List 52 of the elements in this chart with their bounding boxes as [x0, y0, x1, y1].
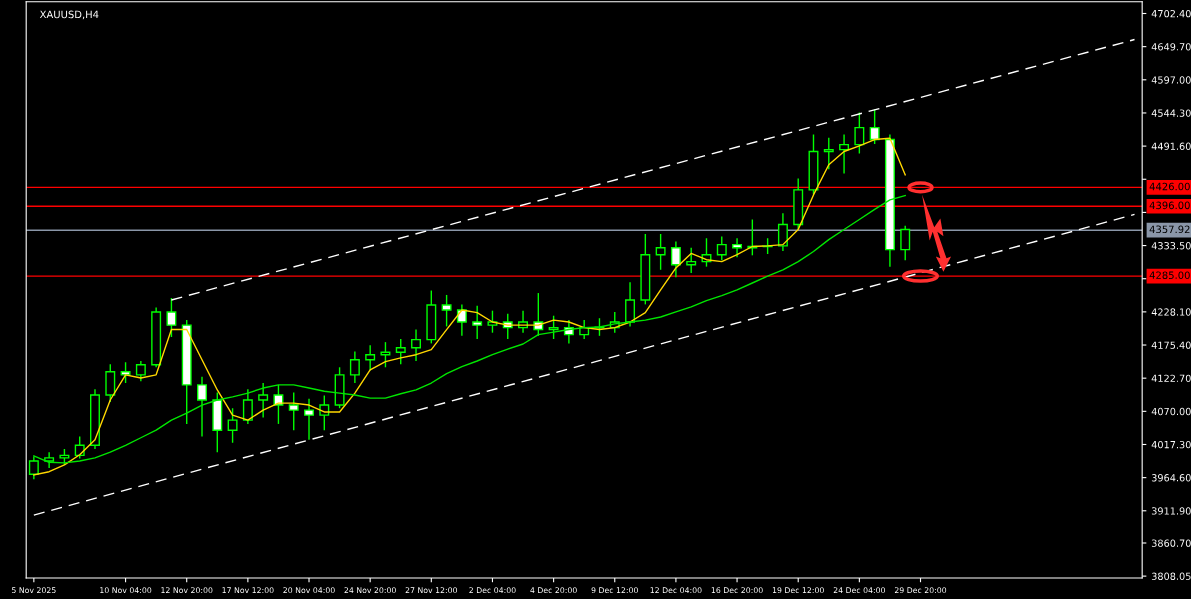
- ref-line-label: 4285.00: [1149, 271, 1190, 279]
- candlestick: [44, 451, 55, 469]
- y-tick-label: 3860.70: [1151, 539, 1191, 547]
- candlestick: [135, 360, 146, 382]
- text: XAUUSD,H4: [39, 10, 99, 20]
- candlestick: [716, 235, 727, 262]
- candlestick: [258, 382, 269, 419]
- candlestick: [288, 391, 299, 431]
- y-tick-label: 4017.30: [1151, 440, 1191, 449]
- y-tick-label: 4491.60: [1151, 142, 1191, 150]
- candlestick: [120, 361, 131, 384]
- candlestick: [411, 328, 422, 362]
- y-tick-label: 3808.05: [1151, 572, 1191, 580]
- y-tick-label: 3911.90: [1151, 507, 1191, 515]
- candlestick: [625, 281, 636, 328]
- candlestick: [732, 237, 743, 258]
- candlestick: [670, 240, 681, 279]
- candlestick: [273, 384, 284, 425]
- candlestick: [548, 315, 559, 340]
- candlestick: [242, 388, 253, 425]
- y-tick-label: 4175.40: [1151, 341, 1191, 349]
- y-tick-label: 4597.00: [1151, 76, 1191, 84]
- y-tick-label: 4122.70: [1151, 374, 1191, 383]
- candlestick: [869, 108, 880, 145]
- candlestick: [395, 338, 406, 365]
- candlestick: [304, 398, 314, 441]
- candlestick: [197, 376, 207, 438]
- candlestick: [839, 133, 850, 175]
- candlestick: [365, 344, 376, 372]
- candlestick: [686, 247, 697, 274]
- candlestick: [777, 212, 788, 252]
- y-tick-label: 4649.70: [1151, 43, 1191, 51]
- y-tick-label: 4070.00: [1151, 407, 1191, 416]
- y-tick-label: 3964.60: [1151, 474, 1191, 482]
- candlestick: [487, 309, 498, 334]
- y-tick-label: 4544.30: [1151, 109, 1191, 117]
- candlestick: [456, 303, 467, 337]
- candlestick: [655, 233, 666, 271]
- candlestick: [28, 455, 39, 480]
- candlestick: [823, 136, 834, 170]
- y-tick-label: 4228.10: [1151, 308, 1191, 316]
- y-tick-label: 4702.40: [1151, 9, 1191, 18]
- ref-line-label: 4426.00: [1149, 182, 1190, 191]
- ref-line-label: 4357.92: [1149, 225, 1190, 234]
- ref-line-label: 4396.00: [1149, 201, 1190, 210]
- candlestick: [472, 304, 483, 340]
- candlestick: [441, 294, 452, 328]
- candlestick: [105, 363, 116, 403]
- y-tick-label: 4333.50: [1151, 242, 1191, 250]
- candlestick: [900, 225, 911, 262]
- candlestick: [227, 407, 238, 444]
- candlestick: [349, 350, 360, 384]
